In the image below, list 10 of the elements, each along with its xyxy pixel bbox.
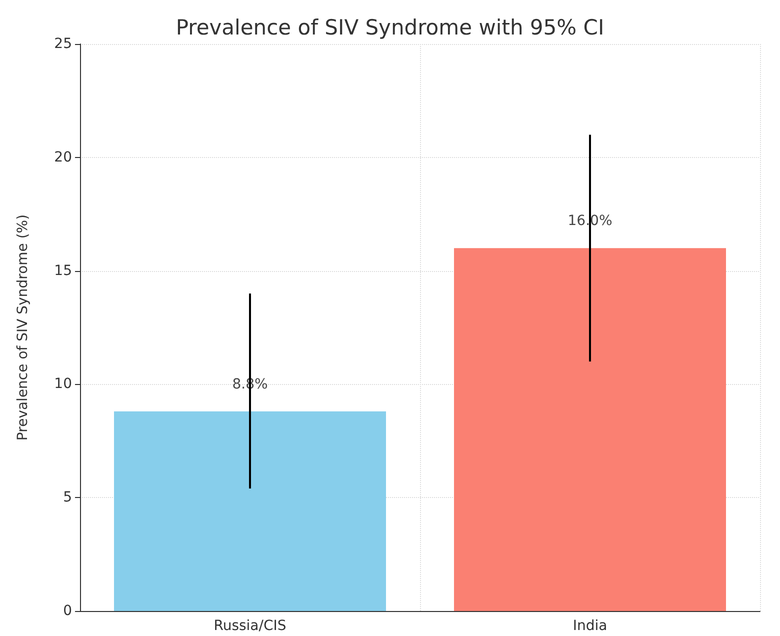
x-tick-label: Russia/CIS — [214, 618, 286, 634]
y-axis-title: Prevalence of SIV Syndrome (%) — [15, 214, 31, 441]
y-tick-label: 25 — [54, 36, 72, 52]
y-tick-label: 15 — [54, 262, 72, 279]
y-tick-label: 0 — [63, 603, 72, 619]
x-tick-label: India — [572, 618, 608, 634]
y-tick-label: 5 — [63, 490, 72, 506]
y-tick-label: 20 — [54, 149, 72, 166]
chart-title: Prevalence of SIV Syndrome with 95% CI — [176, 16, 604, 40]
y-tick-label: 10 — [54, 376, 72, 392]
